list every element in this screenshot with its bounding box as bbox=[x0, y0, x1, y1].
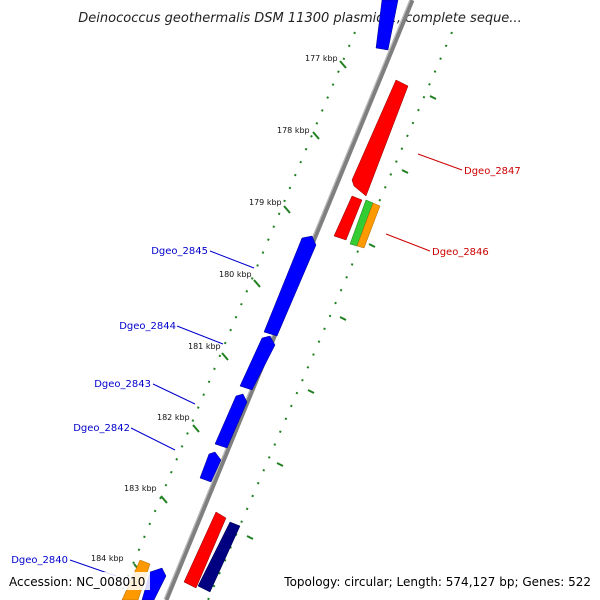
forward-genes bbox=[121, 0, 399, 600]
gene-label-dgeo-2842[interactable]: Dgeo_2842 bbox=[73, 423, 130, 434]
tick-label-184: 184 kbp bbox=[91, 554, 124, 563]
tick-label-177: 177 kbp bbox=[305, 54, 338, 63]
gene-arrow-dgeo-2843[interactable] bbox=[214, 393, 248, 449]
tick-label-182: 182 kbp bbox=[157, 413, 190, 422]
left-tick-marks bbox=[133, 60, 347, 572]
accession-text: Accession: NC_008010 bbox=[9, 575, 145, 589]
map-title: Deinococcus geothermalis DSM 11300 plasm… bbox=[78, 11, 521, 26]
gene-label-dgeo-2844[interactable]: Dgeo_2844 bbox=[119, 321, 176, 332]
gene-arrow-dgeo-2845[interactable] bbox=[263, 235, 317, 337]
gene-labels: Dgeo_2847 Dgeo_2846 Dgeo_2845 Dgeo_2844 … bbox=[11, 166, 521, 566]
right-tick-marks bbox=[246, 95, 437, 540]
tick-label-181: 181 kbp bbox=[188, 342, 221, 351]
summary-backdrop bbox=[282, 572, 596, 590]
gene-label-dgeo-2840[interactable]: Dgeo_2840 bbox=[11, 555, 68, 566]
tick-label-179: 179 kbp bbox=[249, 198, 282, 207]
gene-arrow-dgeo-2847[interactable] bbox=[351, 79, 409, 197]
gene-label-dgeo-2845[interactable]: Dgeo_2845 bbox=[151, 246, 208, 257]
label-connectors bbox=[69, 153, 463, 577]
tick-label-180: 180 kbp bbox=[219, 270, 252, 279]
tick-label-178: 178 kbp bbox=[277, 126, 310, 135]
gene-arrow-dgeo-2844[interactable] bbox=[239, 335, 276, 391]
gene-label-dgeo-2843[interactable]: Dgeo_2843 bbox=[94, 379, 151, 390]
summary-text: Topology: circular; Length: 574,127 bp; … bbox=[283, 575, 591, 589]
gene-arrow-bottom-blue[interactable] bbox=[141, 567, 167, 600]
tick-labels: 177 kbp 178 kbp 179 kbp 180 kbp 181 kbp … bbox=[91, 54, 338, 563]
gene-arrow-dgeo-2846[interactable] bbox=[356, 202, 381, 249]
gene-arrow-bottom-navy[interactable] bbox=[197, 521, 241, 593]
gene-arrow-bottom-red[interactable] bbox=[183, 511, 227, 589]
gene-arrow-top[interactable] bbox=[375, 0, 399, 51]
tick-label-183: 183 kbp bbox=[124, 484, 157, 493]
gene-label-dgeo-2847[interactable]: Dgeo_2847 bbox=[464, 166, 521, 177]
gene-arrow-dgeo-2842[interactable] bbox=[199, 451, 222, 483]
outer-guide bbox=[117, 31, 453, 600]
gene-label-dgeo-2846[interactable]: Dgeo_2846 bbox=[432, 247, 489, 258]
reverse-genes bbox=[183, 79, 409, 593]
gene-arrow-red-small[interactable] bbox=[333, 195, 363, 241]
accession-backdrop bbox=[4, 572, 150, 590]
